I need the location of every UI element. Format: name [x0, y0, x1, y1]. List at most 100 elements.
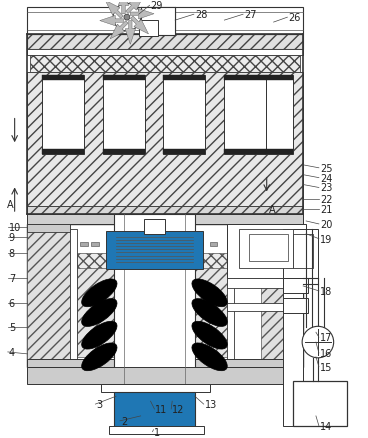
Text: 9: 9 [9, 232, 15, 242]
Bar [283, 230, 318, 279]
Text: A: A [7, 200, 13, 210]
Bar [109, 426, 204, 434]
Text: 20: 20 [320, 219, 332, 230]
Bar [224, 76, 266, 81]
Bar [28, 207, 303, 215]
Text: 21: 21 [320, 205, 332, 215]
Bar [42, 76, 84, 155]
Bar [79, 242, 88, 246]
Bar [283, 298, 308, 313]
Ellipse shape [82, 343, 117, 371]
Text: 8: 8 [9, 249, 15, 259]
Bar [283, 279, 308, 293]
FancyArrow shape [100, 16, 124, 27]
Bar [28, 35, 303, 49]
Bar [42, 150, 84, 155]
Text: 23: 23 [320, 183, 332, 193]
Bar [77, 268, 114, 357]
Bar [227, 279, 283, 288]
Bar [28, 49, 303, 56]
Text: 25: 25 [320, 163, 332, 173]
Text: 3: 3 [96, 399, 103, 409]
Ellipse shape [82, 299, 117, 327]
Bar [103, 76, 145, 81]
Text: 19: 19 [320, 234, 332, 244]
Bar [266, 76, 293, 155]
FancyArrow shape [130, 10, 154, 20]
Ellipse shape [192, 279, 227, 307]
Ellipse shape [82, 279, 117, 307]
Bar [293, 234, 313, 268]
Text: 24: 24 [320, 173, 332, 183]
FancyArrow shape [126, 0, 144, 14]
Bar [227, 303, 283, 311]
Bar [114, 234, 195, 267]
Text: 5: 5 [9, 322, 15, 332]
Bar [224, 150, 266, 155]
Ellipse shape [82, 321, 117, 349]
Bar [163, 76, 205, 155]
Text: 18: 18 [320, 286, 332, 296]
FancyArrow shape [125, 21, 135, 45]
Bar [163, 76, 205, 81]
Text: 11: 11 [155, 404, 168, 414]
Text: 7: 7 [9, 273, 15, 283]
Circle shape [124, 15, 130, 21]
Text: 13: 13 [205, 399, 217, 409]
Bar [28, 224, 303, 367]
Ellipse shape [192, 321, 227, 349]
Text: 2: 2 [121, 416, 127, 426]
Bar [106, 231, 203, 270]
Bar [42, 76, 84, 81]
Bar [92, 242, 99, 246]
Bar [210, 242, 217, 246]
Text: 16: 16 [320, 348, 332, 358]
Bar [266, 150, 293, 155]
Text: A: A [269, 205, 275, 215]
Bar [163, 150, 205, 155]
Text: 28: 28 [195, 10, 207, 20]
Text: 14: 14 [320, 421, 332, 431]
Ellipse shape [192, 343, 227, 371]
Bar [227, 230, 234, 362]
Text: 27: 27 [244, 10, 256, 20]
Bar [28, 8, 303, 35]
Bar [283, 279, 303, 426]
Bar [101, 385, 210, 392]
FancyArrow shape [105, 1, 123, 19]
Bar [261, 224, 303, 232]
Bar [28, 224, 70, 367]
Bar [227, 224, 306, 279]
Bar [224, 76, 266, 155]
Circle shape [113, 4, 141, 32]
Bar [293, 381, 347, 426]
Bar [195, 242, 203, 246]
Bar [28, 215, 303, 224]
Bar [31, 56, 300, 73]
Bar [192, 268, 229, 357]
Bar [114, 392, 195, 430]
Text: 12: 12 [172, 404, 185, 414]
Text: 6: 6 [9, 298, 15, 308]
FancyArrow shape [118, 0, 129, 15]
Bar [28, 359, 303, 367]
Text: 1: 1 [153, 427, 160, 437]
Bar [261, 224, 303, 367]
Bar [144, 219, 165, 234]
Text: 29: 29 [151, 1, 163, 11]
Bar [239, 230, 293, 268]
Text: 17: 17 [320, 332, 332, 343]
Bar [28, 224, 70, 232]
Bar [114, 392, 195, 430]
FancyArrow shape [110, 22, 128, 40]
Bar [70, 230, 77, 362]
Bar [77, 254, 114, 352]
Bar [139, 21, 158, 37]
Ellipse shape [192, 299, 227, 327]
Text: 4: 4 [9, 347, 15, 357]
Bar [28, 367, 303, 385]
Bar [249, 234, 289, 262]
Bar [28, 73, 303, 207]
Text: 15: 15 [320, 362, 332, 372]
Bar [103, 76, 145, 155]
